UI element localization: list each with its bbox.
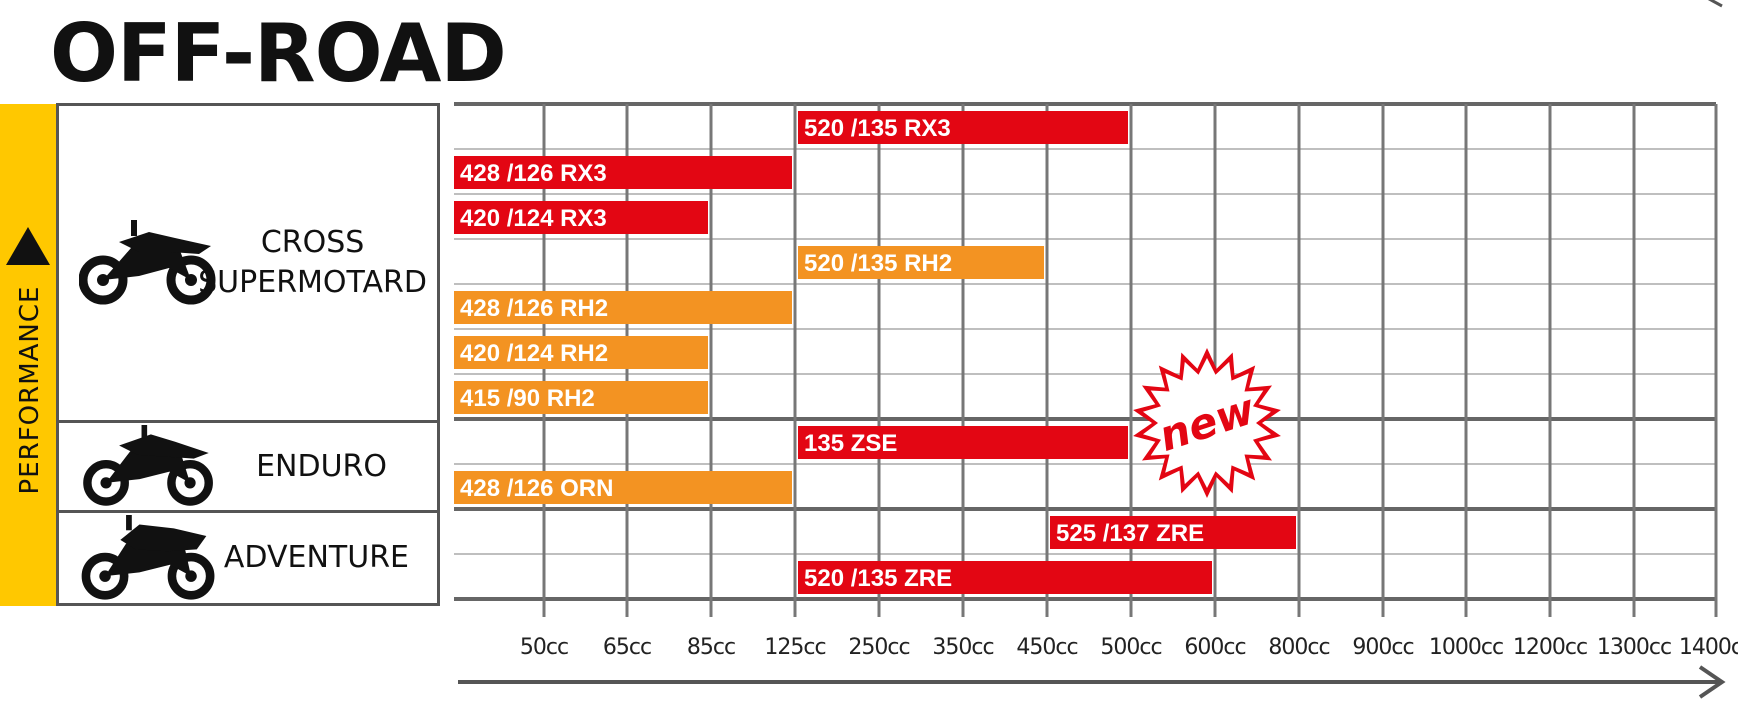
tick-label: 450cc xyxy=(1016,635,1077,660)
tick-label: 250cc xyxy=(848,635,909,660)
bar xyxy=(454,381,708,414)
up-arrow-icon xyxy=(6,227,50,265)
category-label: ADVENTURE xyxy=(224,538,409,578)
tick-label: 50cc xyxy=(520,635,568,660)
bar-label: 420 /124 RX3 xyxy=(460,205,607,232)
category-enduro: ENDURO xyxy=(56,420,440,513)
bar-label: 428 /126 ORN xyxy=(460,475,613,502)
enduro-bike-icon xyxy=(83,424,213,506)
tick-label: 85cc xyxy=(687,635,735,660)
bar xyxy=(454,471,792,504)
tick-label: 500cc xyxy=(1100,635,1161,660)
category-line-enduro: ENDURO xyxy=(256,448,387,484)
category-label: CROSS SUPERMOTARD xyxy=(198,223,427,303)
x-axis-arrow xyxy=(458,0,1726,699)
tick-label: 1400cc xyxy=(1679,635,1738,660)
bar-label: 525 /137 ZRE xyxy=(1056,520,1204,547)
bar xyxy=(798,111,1128,144)
grid xyxy=(454,102,1718,617)
tick-label: 350cc xyxy=(932,635,993,660)
category-label: ENDURO xyxy=(256,447,387,487)
tick-label: 65cc xyxy=(603,635,651,660)
tick-label: 125cc xyxy=(764,635,825,660)
category-cross-supermotard: CROSS SUPERMOTARD xyxy=(56,103,440,423)
bar xyxy=(454,201,708,234)
tick-label: 900cc xyxy=(1352,635,1413,660)
bar xyxy=(798,561,1212,594)
bar-label: 420 /124 RH2 xyxy=(460,340,608,367)
bar-label: 428 /126 RX3 xyxy=(460,160,607,187)
new-badge: new xyxy=(1133,348,1281,498)
bar xyxy=(454,291,792,324)
tick-label: 600cc xyxy=(1184,635,1245,660)
tick-labels: 50cc 65cc 85cc 125cc 250cc 350cc 450cc 500cc 600… xyxy=(520,635,1738,660)
bar-label: 520 /135 RX3 xyxy=(804,115,951,142)
performance-band xyxy=(0,104,56,606)
page-title: OFF-ROAD xyxy=(50,7,507,100)
category-adventure: ADVENTURE xyxy=(56,510,440,606)
bar-label: 135 ZSE xyxy=(804,430,897,457)
tick-label: 1200cc xyxy=(1513,635,1587,660)
bar-label: 415 /90 RH2 xyxy=(460,385,595,412)
bar-label: 520 /135 ZRE xyxy=(804,565,952,592)
bar-label: 520 /135 RH2 xyxy=(804,250,952,277)
tick-label: 1300cc xyxy=(1597,635,1671,660)
category-line-cross: CROSS xyxy=(260,225,365,260)
bar xyxy=(798,246,1044,279)
adventure-bike-icon xyxy=(81,515,215,600)
bar xyxy=(1050,516,1296,549)
category-line-supermotard: SUPERMOTARD xyxy=(198,265,427,300)
bar xyxy=(454,156,792,189)
bar-label: 428 /126 RH2 xyxy=(460,295,608,322)
bar xyxy=(798,426,1128,459)
dirt-bike-icon xyxy=(79,220,216,305)
starburst-inner xyxy=(1143,358,1271,488)
bars: 520 /135 RX3 428 /126 RX3 420 /124 RX3 520 … xyxy=(454,111,1296,594)
category-line-adventure: ADVENTURE xyxy=(223,540,409,575)
bar xyxy=(454,336,708,369)
tick-label: 1000cc xyxy=(1429,635,1503,660)
tick-label: 800cc xyxy=(1268,635,1329,660)
